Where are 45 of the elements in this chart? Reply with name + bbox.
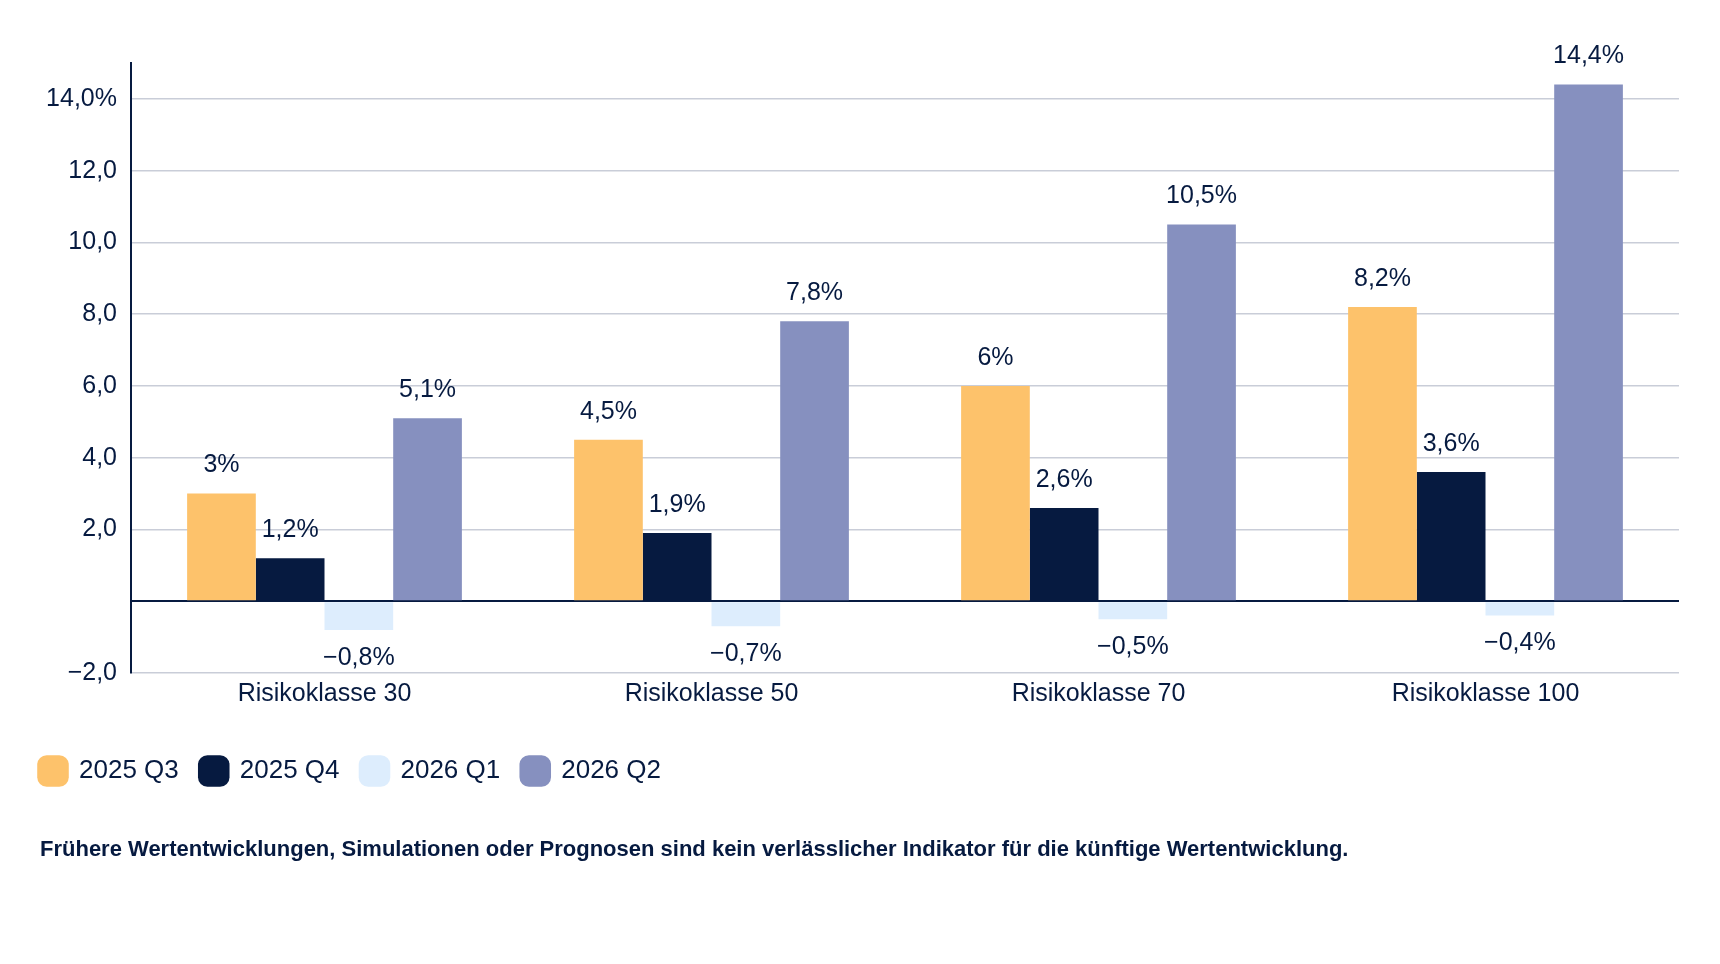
- x-tick-label: Risikoklasse 100: [1391, 677, 1580, 706]
- x-tick-label: Risikoklasse 50: [624, 677, 799, 706]
- y-tick-label: 4,0: [82, 441, 117, 470]
- data-label: 3,6%: [1422, 427, 1480, 456]
- data-label: −0,8%: [323, 641, 395, 670]
- data-label: 1,2%: [261, 514, 319, 543]
- bar: [1348, 307, 1417, 601]
- data-label: 2,6%: [1035, 463, 1093, 492]
- bar: [324, 602, 394, 630]
- data-label: 4,5%: [579, 395, 637, 424]
- data-label: −0,7%: [710, 638, 782, 667]
- y-tick-label: 12,0: [68, 154, 117, 183]
- data-label: −0,4%: [1484, 627, 1556, 656]
- data-label: 3%: [203, 449, 240, 478]
- bar: [711, 602, 781, 627]
- bar: [1485, 602, 1555, 616]
- bar: [780, 321, 849, 601]
- legend-label: 2026 Q2: [561, 754, 661, 785]
- bar: [1098, 602, 1168, 620]
- data-label: 7,8%: [786, 277, 844, 306]
- y-tick-label: 2,0: [82, 513, 117, 542]
- x-tick-label: Risikoklasse 70: [1011, 677, 1186, 706]
- bar: [1554, 84, 1623, 601]
- y-tick-label: −2,0: [67, 656, 117, 685]
- data-label: 8,2%: [1353, 262, 1411, 291]
- y-tick-label: 10,0: [68, 226, 117, 255]
- data-label: −0,5%: [1097, 631, 1169, 660]
- text: Frühere Wertentwicklungen, Simulationen oder Prognosen sind kein verlässlicher Indikator für die künftige Wertentwicklung.: [40, 836, 1350, 862]
- bar: [393, 418, 462, 601]
- bar: [961, 385, 1030, 601]
- legend-label: 2026 Q1: [400, 754, 501, 785]
- legend-label: 2025 Q3: [79, 754, 179, 785]
- data-label: 14,4%: [1553, 40, 1624, 69]
- bar: [187, 493, 256, 601]
- bar: [1167, 224, 1236, 601]
- bar: [574, 439, 643, 601]
- data-label: 5,1%: [399, 374, 457, 403]
- y-tick-label: 8,0: [82, 298, 117, 327]
- data-label: 6%: [977, 341, 1014, 370]
- legend-label: 2025 Q4: [239, 754, 340, 785]
- x-tick-label: Risikoklasse 30: [237, 677, 412, 706]
- data-label: 1,9%: [648, 488, 706, 517]
- y-tick-label: 6,0: [82, 369, 117, 398]
- y-tick-label: 14,0%: [46, 82, 117, 111]
- data-label: 10,5%: [1166, 180, 1237, 209]
